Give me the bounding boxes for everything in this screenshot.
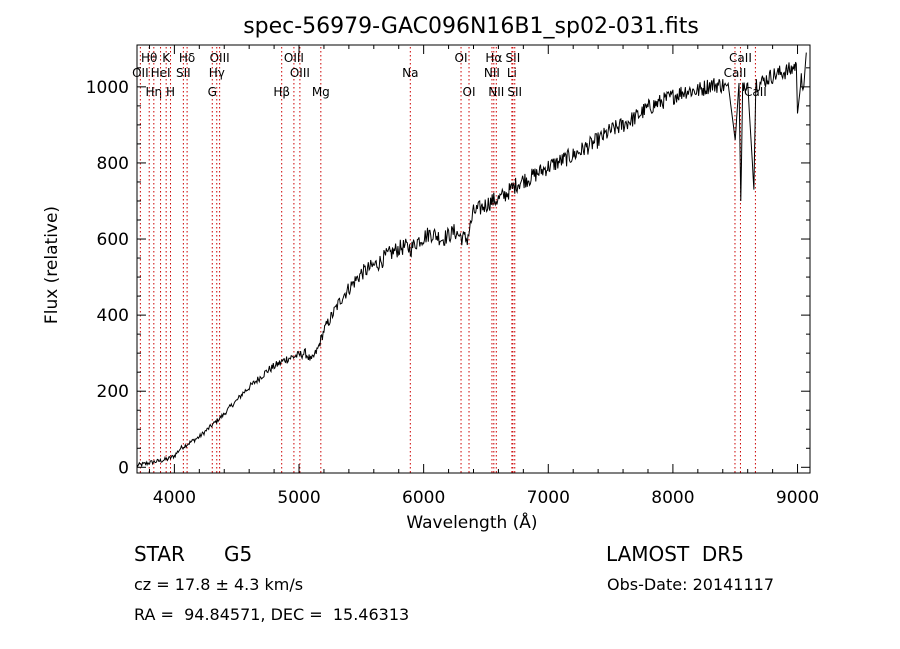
line-label-13: OIII [290,66,310,80]
line-label-14: Mg [312,85,330,99]
line-label-0: Hθ [141,51,157,65]
axis-ticks: 4000 5000 6000 7000 8000 9000 0 200 400 600 800 100… [86,45,819,508]
line-label-15: Na [402,66,418,80]
line-label-25: CaII [724,66,747,80]
spectrum-line [136,52,807,468]
obs-date: Obs-Date: 20141117 [607,575,774,594]
line-label-2: Hη [146,85,163,99]
y-tick-label-5: 1000 [86,78,129,98]
line-label-17: OI [463,85,476,99]
y-tick-label-3: 600 [97,230,129,250]
x-axis-label: Wavelength (Å) [406,511,537,533]
line-label-16: OI [455,51,468,65]
line-label-8: OIII [210,51,230,65]
survey-label: LAMOST DR5 [606,542,744,566]
y-tick-label-0: 0 [118,458,129,478]
y-axis-label: Flux (relative) [42,206,62,324]
line-label-6: SII [176,66,191,80]
x-tick-label-0: 4000 [153,488,196,508]
chart-title: spec-56979-GAC096N16B1_sp02-031.fits [243,14,699,39]
x-tick-label-2: 6000 [402,488,445,508]
line-label-19: NII [484,66,500,80]
line-label-22: Li [507,66,517,80]
line-label-23: SII [507,85,522,99]
line-label-9: Hγ [209,66,225,80]
line-label-5: H [166,85,175,99]
line-label-18: Hα [485,51,502,65]
line-label-21: SII [506,51,521,65]
line-label-4: K [162,51,171,65]
x-tick-label-1: 5000 [277,488,320,508]
line-label-20: NII [488,85,504,99]
line-label-12: OIII [284,51,304,65]
line-label-24: CaII [729,51,752,65]
y-tick-label-2: 400 [97,306,129,326]
line-label-7: Hδ [179,51,195,65]
line-label-10: G [208,85,217,99]
line-label-11: Hβ [273,85,290,99]
x-tick-label-3: 7000 [527,488,570,508]
redshift-text: cz = 17.8 ± 4.3 km/s [134,575,303,594]
plot-frame [136,44,811,474]
x-tick-label-5: 9000 [776,488,819,508]
object-class: STAR [134,542,185,566]
object-subclass: G5 [224,542,252,566]
y-tick-label-1: 200 [97,382,129,402]
y-tick-label-4: 800 [97,154,129,174]
x-tick-label-4: 8000 [651,488,694,508]
coordinates: RA = 94.84571, DEC = 15.46313 [134,605,409,624]
line-label-1: OII [132,66,149,80]
line-label-3: HeI [151,66,171,80]
